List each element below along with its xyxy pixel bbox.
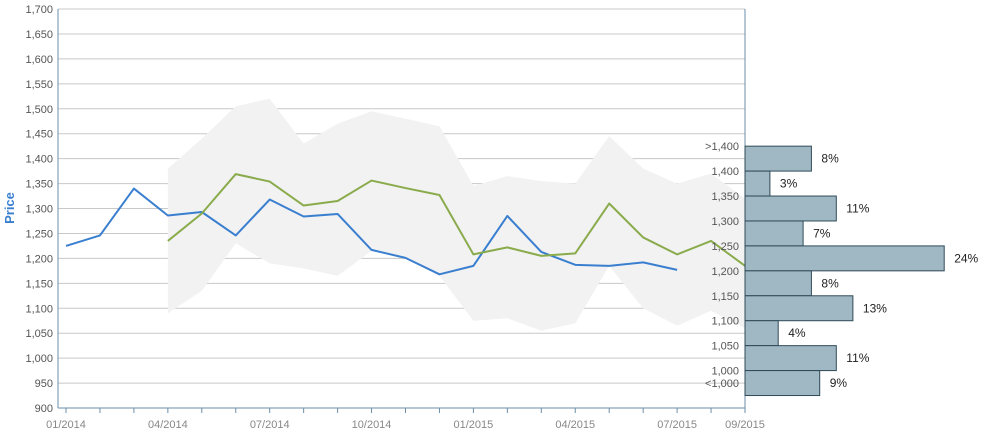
x-tick-label: 01/2015 xyxy=(454,419,494,431)
x-tick-label: 04/2015 xyxy=(555,419,595,431)
x-tick-label: 01/2014 xyxy=(46,419,86,431)
distribution-bin-label: 1,000 xyxy=(711,366,739,378)
distribution-bar xyxy=(744,345,837,372)
y-tick-label: 1,550 xyxy=(25,79,53,91)
x-tick-label: 07/2014 xyxy=(250,419,290,431)
distribution-percent-label: 11% xyxy=(846,351,869,365)
distribution-bar xyxy=(744,370,821,397)
x-tick-label: 04/2014 xyxy=(148,419,188,431)
x-tick-labels: 01/2014 04/2014 07/2014 10/2014 01/2015 04/20… xyxy=(46,419,765,431)
y-tick-labels: 900 950 1,000 1,050 1,100 1,150 1,200 1,250 1,30… xyxy=(25,4,53,415)
distribution-percent-label: 8% xyxy=(821,276,839,290)
distribution-bin-label: >1,400 xyxy=(705,141,739,153)
y-tick-label: 1,400 xyxy=(25,154,53,166)
distribution-percent-label: 8% xyxy=(821,152,839,166)
y-tick-label: 950 xyxy=(35,378,53,390)
distribution-bin-label: 1,350 xyxy=(711,191,739,203)
distribution-bars: >1,400 8% 1,400 3% 1,350 11% 1,300 7% 1,250 24% 1,… xyxy=(705,141,979,397)
distribution-bin-label: 1,100 xyxy=(711,316,739,328)
distribution-bar xyxy=(744,245,945,272)
distribution-bar xyxy=(744,195,837,222)
distribution-percent-label: 11% xyxy=(846,202,869,216)
distribution-percent-label: 7% xyxy=(813,226,831,240)
distribution-bar xyxy=(744,170,771,197)
distribution-percent-label: 3% xyxy=(780,177,798,191)
y-tick-label: 1,350 xyxy=(25,179,53,191)
y-tick-label: 1,000 xyxy=(25,353,53,365)
y-tick-label: 1,250 xyxy=(25,228,53,240)
range-band-area xyxy=(167,98,746,331)
blue-series-line xyxy=(65,187,678,276)
distribution-percent-label: 13% xyxy=(863,301,887,315)
distribution-percent-label: 9% xyxy=(830,376,848,390)
x-tick-label: 09/2015 xyxy=(725,419,765,431)
y-tick-label: 1,050 xyxy=(25,328,53,340)
series-lines xyxy=(65,173,746,276)
y-tick-label: 1,600 xyxy=(25,54,53,66)
distribution-bar xyxy=(744,320,779,347)
x-tick-label: 07/2015 xyxy=(657,419,697,431)
distribution-bar xyxy=(744,145,812,172)
green-series-line xyxy=(167,173,746,267)
distribution-bin-label: 1,400 xyxy=(711,166,739,178)
distribution-bar xyxy=(744,270,812,297)
y-tick-label: 1,100 xyxy=(25,303,53,315)
distribution-bin-label: 1,050 xyxy=(711,341,739,353)
distribution-percent-label: 24% xyxy=(954,251,978,265)
distribution-bar xyxy=(744,295,854,322)
y-tick-label: 1,450 xyxy=(25,129,53,141)
x-tick-label: 10/2014 xyxy=(352,419,392,431)
y-tick-label: 900 xyxy=(35,403,53,415)
y-tick-label: 1,700 xyxy=(25,4,53,16)
distribution-bin-label: 1,200 xyxy=(711,266,739,278)
distribution-bin-label: <1,000 xyxy=(705,378,739,390)
y-axis-label: Price xyxy=(2,192,17,224)
distribution-bar xyxy=(744,220,804,247)
y-tick-label: 1,300 xyxy=(25,204,53,216)
y-tick-label: 1,650 xyxy=(25,29,53,41)
range-band xyxy=(167,98,746,331)
distribution-percent-label: 4% xyxy=(788,326,806,340)
distribution-bin-label: 1,250 xyxy=(711,241,739,253)
y-tick-label: 1,500 xyxy=(25,104,53,116)
distribution-bin-label: 1,150 xyxy=(711,291,739,303)
y-tick-label: 1,150 xyxy=(25,278,53,290)
y-tick-label: 1,200 xyxy=(25,253,53,265)
distribution-bin-label: 1,300 xyxy=(711,216,739,228)
